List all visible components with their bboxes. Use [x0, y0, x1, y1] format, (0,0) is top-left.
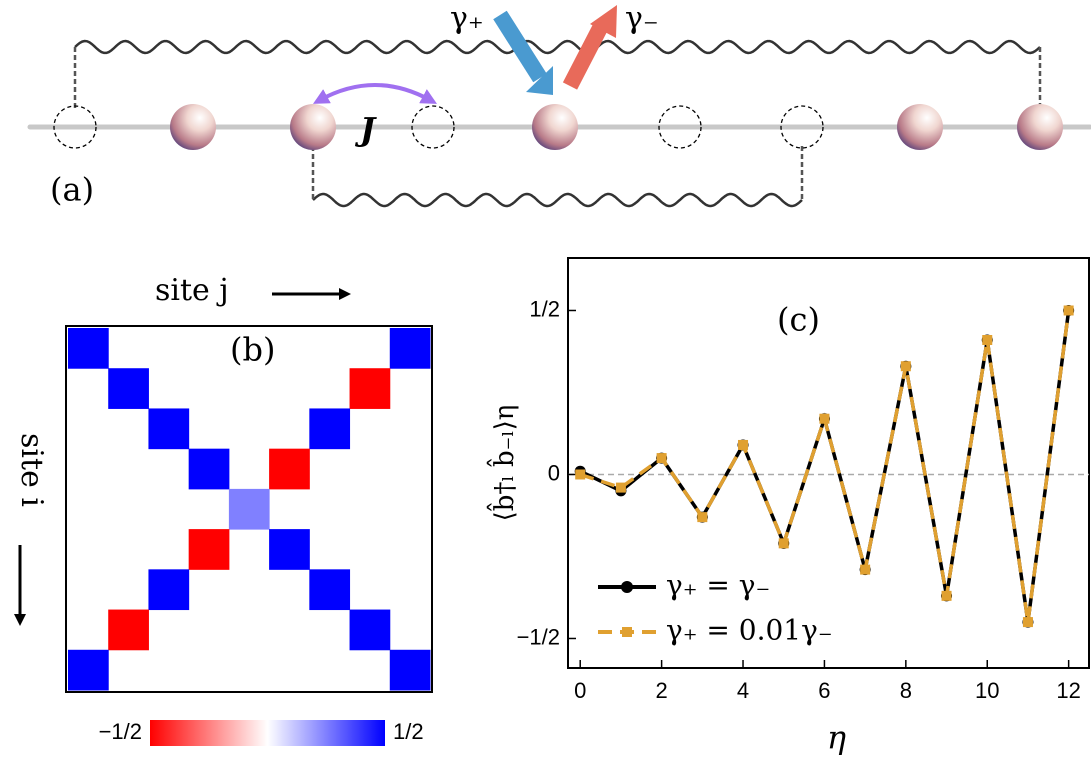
heatmap-cell [269, 448, 310, 490]
y-axis-label: ⟨b̂†ₗ b̂₋ₗ⟩η [486, 405, 520, 522]
loss-arrow [562, 24, 608, 90]
loss-arrowhead [590, 5, 617, 38]
panel-c: 0 2 4 6 8 10 12 −1/2 0 1/2 η ⟨b̂†ₗ b̂₋ₗ⟩η (c) γ₊ = γ₋… [486, 257, 1090, 757]
heatmap-cell [148, 569, 190, 611]
heatmap-cell [349, 368, 391, 409]
x-tick-label: 12 [1056, 678, 1080, 703]
gamma-minus: γ₋ [625, 1, 659, 36]
heatmap-cell [389, 328, 431, 369]
gain-arrowhead [526, 66, 553, 95]
gain-arrow [493, 10, 547, 83]
x-tick-label: 10 [975, 678, 999, 703]
legend-marker [622, 627, 632, 637]
waveguide [74, 39, 1041, 55]
plot-frame [567, 257, 1090, 669]
colorbar-tick-label: −1/2 [99, 719, 142, 744]
legend-label: γ₊ = γ₋ [666, 569, 770, 602]
x-tick-label: 0 [574, 678, 586, 703]
heatmap-cell [68, 328, 109, 369]
heatmap-cell [108, 368, 149, 409]
y-axis-label: site i [14, 433, 49, 507]
x-axis-label: site j [155, 273, 229, 308]
heatmap-cell [309, 569, 351, 611]
gamma-plus: γ₊ [450, 1, 484, 36]
heatmap-cell [228, 488, 270, 530]
legend-marker [621, 581, 633, 593]
marker [982, 335, 993, 345]
panel-b: site j site i (b) −1/2 1/2 [13, 273, 433, 746]
x-tick-label: 6 [818, 678, 830, 703]
colorbar-tick-label: 1/2 [393, 719, 424, 744]
y-tick-label: −1/2 [517, 624, 560, 649]
marker [697, 512, 708, 523]
panel-label: (c) [777, 301, 820, 339]
heatmap-cell [269, 529, 310, 570]
panel-a: γ₊ γ₋ J (a) [27, 1, 1091, 209]
marker [575, 469, 586, 480]
marker [738, 439, 749, 450]
x-tick-label: 4 [737, 678, 749, 703]
waveguide [312, 192, 803, 208]
marker [941, 590, 952, 601]
y-tick-label: 0 [548, 460, 560, 485]
marker [1063, 305, 1074, 316]
marker [860, 564, 871, 575]
marker [656, 453, 667, 464]
heatmap-cell [309, 408, 351, 450]
heatmap-cell [68, 649, 109, 691]
heatmap-cell [108, 609, 149, 651]
marker [900, 361, 911, 372]
hopping-arrow [312, 83, 438, 104]
colorbar [150, 720, 385, 746]
hopping-label: J [354, 111, 377, 149]
x-tick-label: 8 [900, 678, 912, 703]
marker [819, 413, 830, 424]
couplings [73, 47, 1042, 200]
heatmap-cell [349, 609, 391, 651]
heatmap-cell [148, 408, 190, 450]
x-axis-label: η [827, 719, 846, 757]
heatmap-cell [188, 529, 230, 570]
marker [778, 538, 789, 549]
series-line [579, 310, 1071, 623]
y-tick-label: 1/2 [529, 296, 560, 321]
atoms [170, 104, 1063, 150]
legend-label: γ₊ = 0.01γ₋ [666, 614, 833, 647]
marker [615, 482, 626, 493]
heatmap-cell [389, 649, 431, 691]
marker [1022, 617, 1033, 628]
x-tick-label: 2 [655, 678, 667, 703]
panel-label: (a) [50, 171, 94, 209]
empty-sites [53, 105, 824, 149]
panel-label: (b) [230, 331, 275, 369]
heatmap-cell [188, 448, 230, 490]
